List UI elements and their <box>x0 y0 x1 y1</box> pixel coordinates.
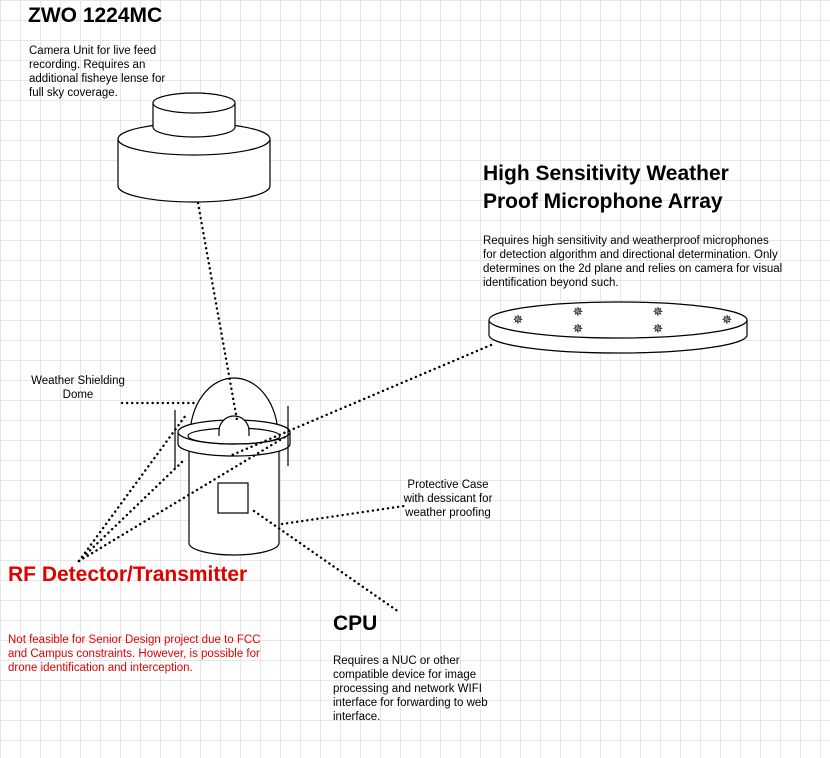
dome-label: Weather Shielding Dome <box>31 375 125 401</box>
connector-cpu <box>252 509 401 614</box>
camera-description: Camera Unit for live feed recording. Req… <box>29 45 166 99</box>
camera-title: ZWO 1224MC <box>28 4 163 27</box>
cpu-box <box>217 482 249 514</box>
microphone-description: Requires high sensitivity and weatherpro… <box>483 235 783 289</box>
microphone-icon: ✵ <box>513 313 524 328</box>
microphone-icon: ✵ <box>573 305 584 320</box>
microphone-icon: ✵ <box>653 322 664 337</box>
rf-description: Not feasible for Senior Design project d… <box>8 634 261 674</box>
connector-microphone <box>230 343 493 457</box>
cpu-description: Requires a NUC or other compatible devic… <box>333 655 488 723</box>
dome-camera-lens <box>218 415 250 436</box>
connector-rf-b <box>77 460 184 563</box>
microphone-icon: ✵ <box>653 305 664 320</box>
microphone-icon: ✵ <box>573 322 584 337</box>
connectors <box>77 201 493 614</box>
microphone-array-shape <box>488 301 748 354</box>
connector-rf-a <box>77 413 188 563</box>
connector-case <box>280 504 406 526</box>
connector-camera <box>196 201 239 422</box>
case-label: Protective Case with dessicant for weath… <box>403 479 493 519</box>
connector-rf-c <box>77 435 287 563</box>
microphone-icon: ✵ <box>722 313 733 328</box>
camera-shape <box>117 92 271 203</box>
rf-title: RF Detector/Transmitter <box>8 563 248 586</box>
cpu-title: CPU <box>333 612 378 635</box>
microphone-title: High Sensitivity Weather Proof Microphon… <box>483 162 729 213</box>
microphone-icons: ✵ ✵ ✵ ✵ ✵ ✵ <box>513 305 733 337</box>
